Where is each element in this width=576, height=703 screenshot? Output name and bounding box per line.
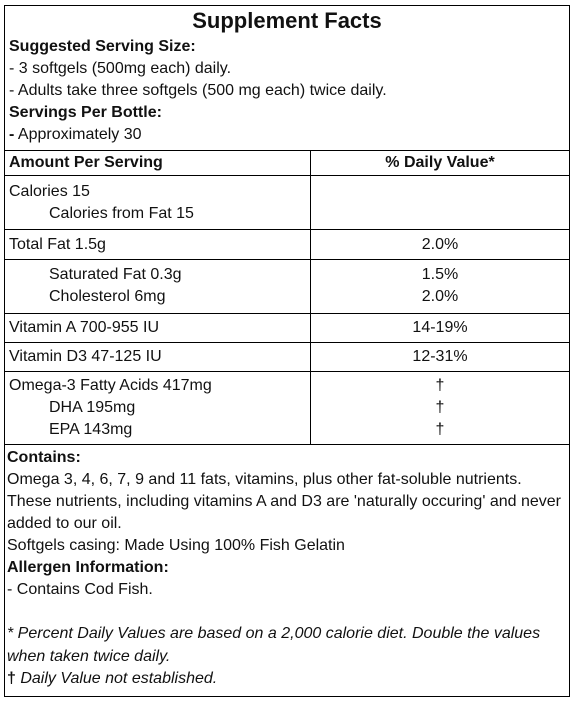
saturated-fat-value: 1.5% [421, 266, 459, 283]
serving-size-line-1: - 3 softgels (500mg each) daily. [9, 60, 232, 77]
table-row: Calories 15 Calories from Fat 15 [5, 175, 569, 230]
contains-text: Omega 3, 4, 6, 7, 9 and 11 fats, vitamin… [7, 471, 561, 532]
amount-per-serving-header: Amount Per Serving [9, 154, 163, 171]
table-row: Vitamin D3 47-125 IU 12-31% [5, 342, 569, 372]
saturated-fat-label: Saturated Fat 0.3g [49, 266, 182, 283]
serving-section: Suggested Serving Size: - 3 softgels (50… [5, 36, 569, 146]
dha-value: † [435, 399, 445, 416]
cholesterol-value: 2.0% [421, 288, 459, 305]
allergen-text: - Contains Cod Fish. [7, 581, 153, 598]
dha-label: DHA 195mg [49, 399, 136, 416]
table-row: Saturated Fat 0.3g Cholesterol 6mg 1.5% … [5, 259, 569, 314]
table-header-row: Amount Per Serving % Daily Value* [5, 150, 569, 176]
total-fat-value: 2.0% [421, 236, 459, 253]
vitamin-d3-value: 12-31% [412, 348, 468, 365]
servings-dash: - [9, 126, 15, 143]
panel-title: Supplement Facts [192, 8, 382, 33]
softgel-casing-text: Softgels casing: Made Using 100% Fish Ge… [7, 537, 345, 554]
calories-label: Calories 15 [9, 183, 90, 200]
servings-per-bottle-value: Approximately 30 [14, 126, 142, 143]
contains-section: Contains: Omega 3, 4, 6, 7, 9 and 11 fat… [5, 445, 569, 601]
omega-3-label: Omega-3 Fatty Acids 417mg [9, 377, 212, 394]
supplement-facts-panel: Supplement Facts Suggested Serving Size:… [4, 5, 570, 697]
omega-3-value: † [435, 377, 445, 394]
epa-label: EPA 143mg [49, 421, 133, 438]
epa-value: † [435, 421, 445, 438]
table-row: Omega-3 Fatty Acids 417mg DHA 195mg EPA … [5, 371, 569, 445]
serving-size-heading: Suggested Serving Size: [9, 38, 196, 55]
servings-per-bottle-line: - Approximately 30 [5, 124, 569, 146]
allergen-heading: Allergen Information: [7, 559, 169, 576]
daily-value-header: % Daily Value* [385, 154, 495, 171]
vitamin-d3-label: Vitamin D3 47-125 IU [9, 348, 162, 365]
table-row: Vitamin A 700-955 IU 14-19% [5, 313, 569, 343]
total-fat-label: Total Fat 1.5g [9, 236, 106, 253]
calories-from-fat-label: Calories from Fat 15 [49, 205, 194, 222]
serving-size-line-2: - Adults take three softgels (500 mg eac… [9, 82, 387, 99]
vitamin-a-label: Vitamin A 700-955 IU [9, 319, 160, 336]
daily-value-note-text: Daily Value not established. [15, 670, 218, 687]
nutrition-table: Amount Per Serving % Daily Value* Calori… [5, 150, 569, 445]
contains-heading: Contains: [7, 449, 81, 466]
cholesterol-label: Cholesterol 6mg [49, 288, 166, 305]
dagger-symbol: † [7, 670, 16, 687]
table-row: Total Fat 1.5g 2.0% [5, 229, 569, 260]
servings-per-bottle-heading: Servings Per Bottle: [9, 104, 162, 121]
vitamin-a-value: 14-19% [412, 319, 468, 336]
daily-value-not-established-note: † Daily Value not established. [7, 668, 569, 691]
footer-notes: * Percent Daily Values are based on a 2,… [5, 623, 569, 691]
percent-daily-value-note: * Percent Daily Values are based on a 2,… [7, 625, 541, 665]
